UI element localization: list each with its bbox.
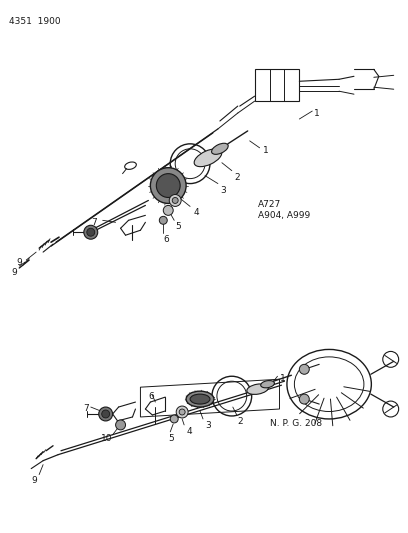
Text: 9: 9	[16, 258, 22, 267]
Circle shape	[159, 216, 167, 224]
Circle shape	[102, 410, 110, 418]
Circle shape	[151, 168, 186, 204]
Text: 1: 1	[263, 146, 268, 155]
Text: 2: 2	[238, 417, 244, 426]
Text: 1: 1	[279, 374, 285, 383]
Text: 2: 2	[235, 173, 240, 182]
Text: 1: 1	[314, 109, 320, 118]
Circle shape	[115, 420, 126, 430]
Text: 10: 10	[101, 434, 112, 443]
Text: 4351  1900: 4351 1900	[9, 17, 61, 26]
Text: 4: 4	[193, 208, 199, 217]
Circle shape	[84, 225, 98, 239]
Text: 3: 3	[220, 185, 226, 195]
Ellipse shape	[190, 394, 210, 404]
Circle shape	[170, 415, 178, 423]
Text: A727
A904, A999: A727 A904, A999	[257, 200, 310, 220]
Ellipse shape	[247, 384, 268, 394]
Circle shape	[172, 197, 178, 204]
Circle shape	[299, 365, 309, 374]
Ellipse shape	[186, 391, 214, 407]
Text: 6: 6	[149, 392, 154, 401]
Text: 6: 6	[163, 235, 169, 244]
Text: 5: 5	[168, 434, 174, 443]
Text: N. P. G. 208: N. P. G. 208	[270, 419, 322, 428]
Text: 7: 7	[83, 404, 89, 413]
Circle shape	[87, 228, 95, 236]
Text: 9: 9	[11, 268, 17, 277]
Ellipse shape	[194, 149, 222, 167]
Circle shape	[156, 174, 180, 197]
Text: 5: 5	[175, 222, 181, 231]
Circle shape	[179, 409, 185, 415]
Text: 9: 9	[31, 475, 37, 484]
Circle shape	[163, 205, 173, 215]
Circle shape	[176, 406, 188, 418]
Text: 7: 7	[91, 219, 97, 228]
Text: 4: 4	[186, 427, 192, 436]
Ellipse shape	[261, 381, 275, 388]
Circle shape	[169, 195, 181, 206]
Ellipse shape	[212, 143, 228, 155]
Circle shape	[99, 407, 113, 421]
Text: 3: 3	[205, 421, 211, 430]
Circle shape	[299, 394, 309, 404]
